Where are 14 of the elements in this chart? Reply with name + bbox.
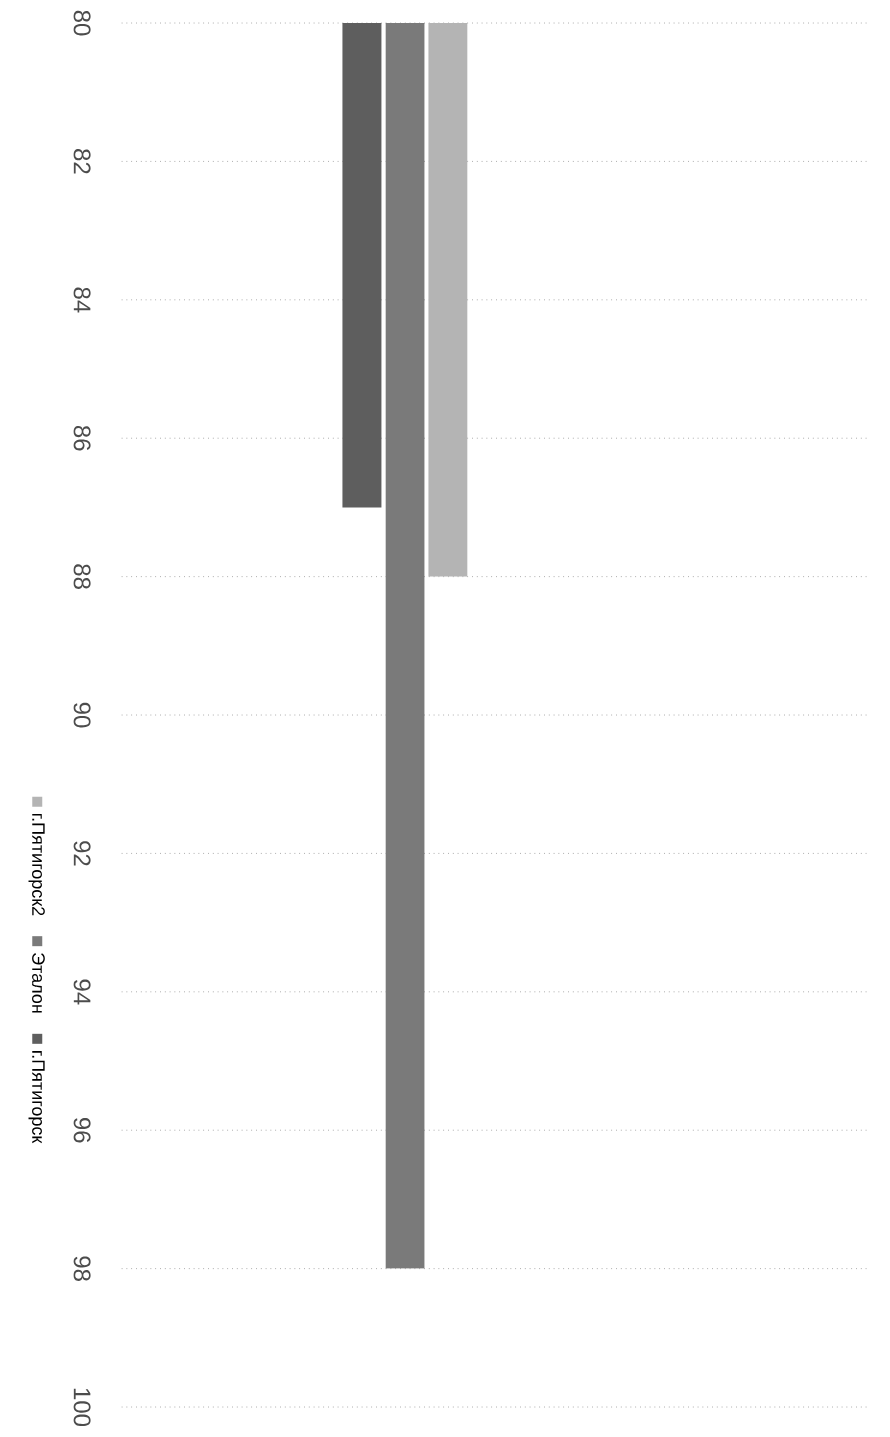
- y-tick-label: 100: [73, 1388, 91, 1427]
- y-tick-label: 88: [73, 564, 91, 589]
- y-tick-label: 84: [73, 287, 91, 313]
- y-tick-label: 80: [73, 10, 91, 36]
- legend-label: Эталон: [32, 953, 45, 1013]
- y-tick-label: 96: [73, 1118, 91, 1143]
- y-tick-label: 90: [73, 702, 91, 728]
- y-tick-label: 82: [73, 149, 91, 174]
- y-tick-label: 98: [73, 1256, 91, 1281]
- legend-label: г.Пятигорск: [28, 1051, 45, 1144]
- legend-label: г.Пятигорск2: [28, 814, 45, 916]
- y-tick-label: 92: [73, 841, 91, 866]
- y-tick-label: 94: [73, 979, 91, 1005]
- y-tick-label: 86: [73, 425, 91, 451]
